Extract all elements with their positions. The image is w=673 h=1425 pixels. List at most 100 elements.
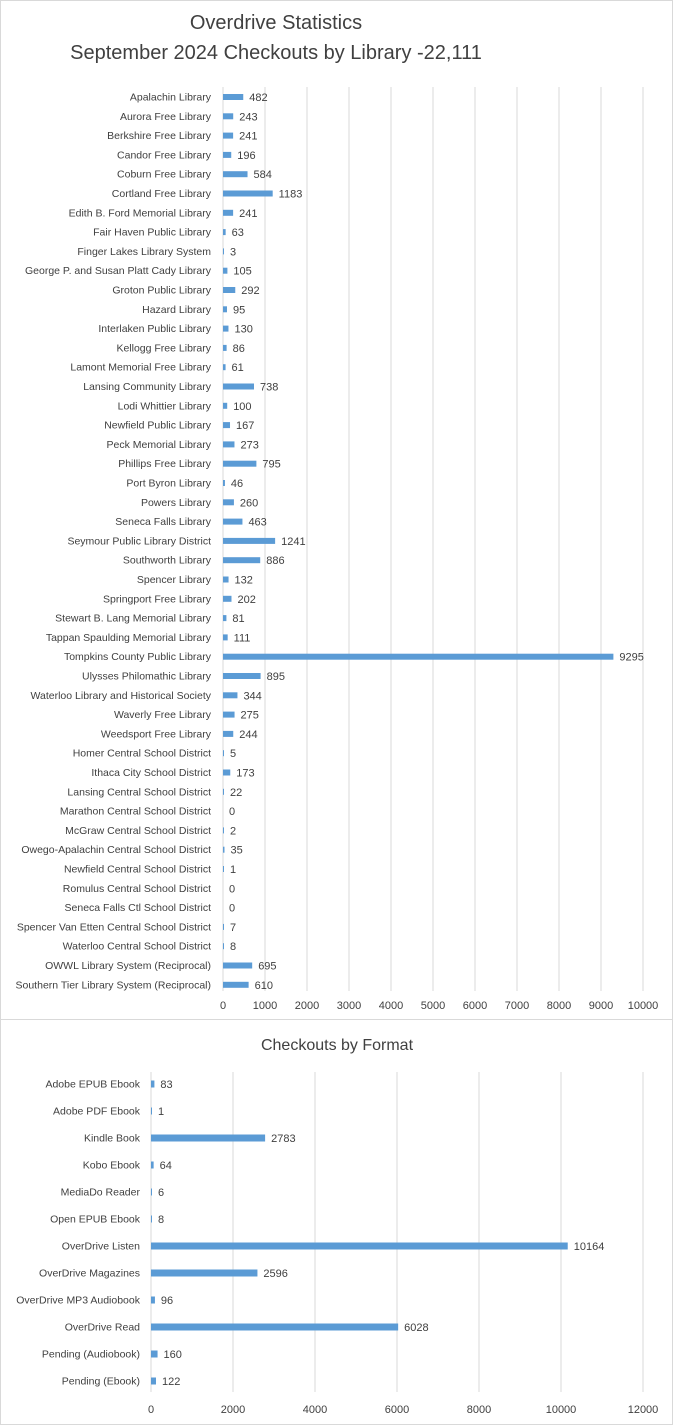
category-label: Waterloo Central School District [63, 941, 211, 953]
value-label: 3 [230, 246, 236, 258]
value-label: 111 [234, 632, 251, 644]
x-tick-label: 0 [220, 1000, 226, 1012]
value-label: 1 [158, 1106, 164, 1118]
value-label: 83 [160, 1079, 172, 1091]
bar [223, 634, 228, 641]
value-label: 260 [240, 497, 258, 509]
x-tick-label: 4000 [379, 1000, 403, 1012]
x-tick-label: 6000 [463, 1000, 487, 1012]
bar [223, 132, 234, 139]
value-label: 196 [237, 150, 255, 162]
x-tick-label: 7000 [505, 1000, 529, 1012]
bar [223, 287, 236, 293]
value-label: 160 [164, 1349, 182, 1361]
bar [151, 1377, 157, 1385]
category-label: Waverly Free Library [114, 709, 212, 721]
bar [223, 499, 234, 506]
value-label: 8 [230, 941, 236, 953]
x-tick-label: 12000 [628, 1404, 659, 1416]
value-label: 584 [254, 169, 272, 181]
category-label: Open EPUB Ebook [50, 1214, 141, 1226]
value-label: 63 [232, 227, 244, 239]
bar [223, 344, 227, 351]
category-label: Seneca Falls Library [115, 516, 211, 528]
category-label: Kobo Ebook [83, 1160, 141, 1172]
bar [151, 1107, 152, 1115]
category-label: Candor Free Library [117, 149, 212, 161]
x-tick-label: 10000 [546, 1404, 577, 1416]
value-label: 173 [236, 768, 254, 780]
category-label: Peck Memorial Library [107, 439, 212, 451]
bar [223, 171, 248, 178]
bar [223, 537, 276, 544]
category-label: Phillips Free Library [118, 458, 212, 470]
value-label: 5 [230, 748, 236, 760]
bar [223, 653, 614, 660]
bar [223, 364, 226, 371]
category-label: Finger Lakes Library System [77, 246, 211, 258]
bar [223, 750, 224, 757]
category-label: Marathon Central School District [60, 806, 211, 818]
category-label: Owego-Apalachin Central School District [21, 844, 211, 856]
category-label: Seneca Falls Ctl School District [65, 902, 212, 914]
category-label: Springport Free Library [103, 593, 212, 605]
category-label: Ulysses Philomathic Library [82, 671, 212, 683]
value-label: 35 [230, 845, 242, 857]
bar [223, 788, 224, 795]
bar [223, 229, 226, 236]
category-label: Lamont Memorial Free Library [70, 362, 211, 374]
x-tick-label: 8000 [467, 1404, 491, 1416]
bar [223, 673, 261, 679]
bar [223, 306, 227, 313]
category-label: Edith B. Ford Memorial Library [69, 207, 212, 219]
bar [151, 1269, 258, 1277]
value-label: 167 [236, 420, 254, 432]
value-label: 8 [158, 1214, 164, 1226]
value-label: 292 [241, 285, 259, 297]
x-tick-label: 0 [148, 1404, 154, 1416]
x-tick-label: 2000 [221, 1404, 245, 1416]
category-label: Cortland Free Library [112, 188, 212, 200]
bar [223, 576, 229, 583]
bar [223, 557, 261, 564]
category-label: Aurora Free Library [120, 111, 212, 123]
x-tick-label: 1000 [253, 1000, 277, 1012]
category-label: Seymour Public Library District [67, 535, 211, 547]
category-label: Ithaca City School District [91, 767, 211, 779]
category-label: Tompkins County Public Library [64, 651, 212, 663]
category-label: Lodi Whittier Library [118, 400, 212, 412]
value-label: 96 [161, 1295, 173, 1307]
value-label: 46 [231, 478, 243, 490]
category-label: Groton Public Library [112, 285, 211, 297]
value-label: 202 [237, 594, 255, 606]
value-label: 105 [233, 266, 251, 278]
bar [223, 962, 253, 969]
value-label: 2596 [263, 1268, 287, 1280]
value-label: 610 [255, 980, 273, 992]
bar [151, 1134, 266, 1142]
value-label: 344 [243, 690, 261, 702]
x-tick-label: 8000 [547, 1000, 571, 1012]
category-label: Coburn Free Library [117, 169, 212, 181]
value-label: 463 [248, 517, 266, 529]
bar [223, 769, 231, 776]
bar [223, 460, 257, 467]
category-label: Pending (Ebook) [62, 1376, 140, 1388]
bar [223, 94, 244, 100]
category-label: Kindle Book [84, 1133, 141, 1145]
library-checkouts-chart-panel: Overdrive Statistics September 2024 Check… [0, 0, 673, 1020]
bar [223, 480, 225, 486]
value-label: 482 [249, 92, 267, 104]
category-label: OverDrive Magazines [39, 1268, 140, 1280]
value-label: 0 [229, 903, 235, 915]
category-label: Pending (Audiobook) [42, 1349, 140, 1361]
category-label: Spencer Library [137, 574, 212, 586]
bar [223, 325, 229, 332]
value-label: 1183 [279, 189, 303, 201]
category-label: Adobe PDF Ebook [53, 1106, 141, 1118]
category-label: Southern Tier Library System (Reciprocal… [16, 979, 212, 991]
bar [151, 1080, 155, 1088]
category-label: MediaDo Reader [61, 1187, 141, 1199]
value-label: 6028 [404, 1322, 428, 1334]
value-label: 886 [266, 555, 284, 567]
